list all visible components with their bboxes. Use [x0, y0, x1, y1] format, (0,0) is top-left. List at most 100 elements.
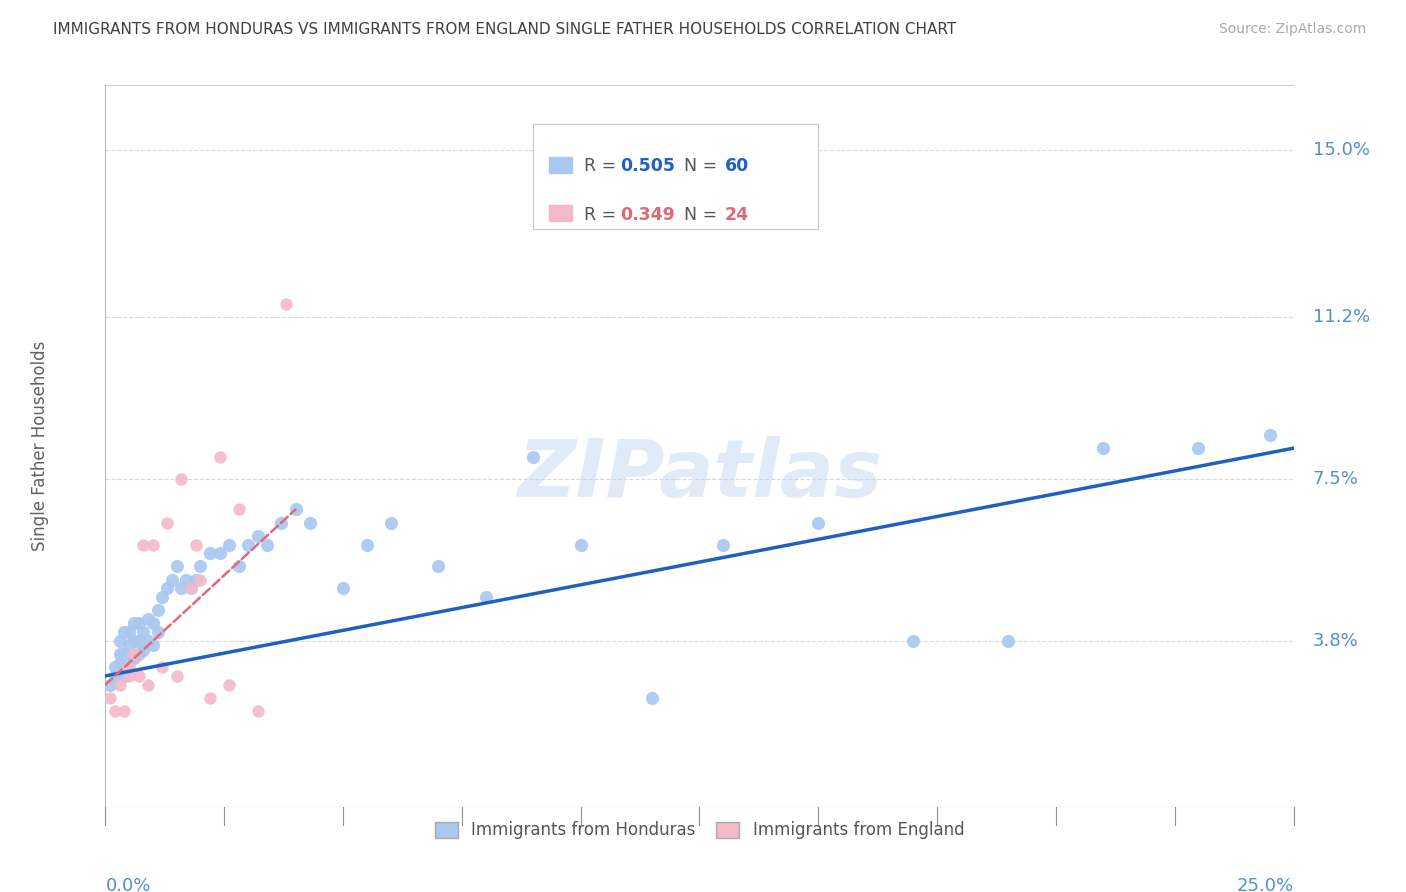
Text: 60: 60: [724, 157, 748, 176]
Point: [128, 669, 150, 683]
Point: [132, 642, 155, 657]
Text: 7.5%: 7.5%: [1313, 470, 1358, 488]
Point: [208, 546, 231, 560]
Point: [198, 546, 221, 560]
Point: [118, 638, 141, 652]
Point: [170, 582, 193, 596]
Point: [166, 559, 188, 574]
Legend: Immigrants from Honduras, Immigrants from England: Immigrants from Honduras, Immigrants fro…: [429, 814, 970, 846]
Point: [246, 704, 269, 718]
Point: [903, 633, 925, 648]
Point: [1092, 441, 1115, 455]
Point: [332, 582, 354, 596]
Text: R =: R =: [585, 157, 621, 176]
Text: Source: ZipAtlas.com: Source: ZipAtlas.com: [1219, 22, 1367, 37]
Point: [118, 669, 141, 683]
Point: [108, 656, 131, 670]
Point: [1187, 441, 1209, 455]
Point: [228, 502, 250, 516]
Text: N =: N =: [673, 205, 723, 224]
Point: [274, 296, 297, 310]
FancyBboxPatch shape: [548, 157, 572, 173]
Point: [114, 704, 136, 718]
Text: IMMIGRANTS FROM HONDURAS VS IMMIGRANTS FROM ENGLAND SINGLE FATHER HOUSEHOLDS COR: IMMIGRANTS FROM HONDURAS VS IMMIGRANTS F…: [53, 22, 956, 37]
Point: [132, 625, 155, 640]
Point: [569, 537, 592, 551]
Point: [118, 625, 141, 640]
FancyBboxPatch shape: [548, 205, 572, 221]
Point: [98, 690, 121, 705]
Point: [190, 559, 212, 574]
Text: 11.2%: 11.2%: [1313, 308, 1369, 326]
Text: 0.0%: 0.0%: [105, 878, 150, 892]
Text: 0.505: 0.505: [620, 157, 675, 176]
Point: [142, 638, 165, 652]
Point: [114, 669, 136, 683]
Point: [108, 678, 131, 692]
Point: [190, 573, 212, 587]
Point: [136, 633, 159, 648]
Point: [236, 537, 259, 551]
Point: [118, 660, 141, 674]
Point: [180, 582, 202, 596]
Point: [641, 690, 664, 705]
Point: [122, 651, 145, 665]
Point: [98, 678, 121, 692]
Point: [208, 450, 231, 464]
Point: [114, 625, 136, 640]
Point: [522, 450, 544, 464]
Point: [128, 616, 150, 631]
Text: N =: N =: [673, 157, 723, 176]
Point: [198, 690, 221, 705]
Point: [132, 537, 155, 551]
Point: [166, 669, 188, 683]
Point: [122, 633, 145, 648]
Point: [122, 647, 145, 661]
Point: [184, 573, 207, 587]
Point: [218, 678, 240, 692]
Point: [380, 516, 402, 530]
Point: [160, 573, 183, 587]
Point: [122, 616, 145, 631]
Point: [184, 537, 207, 551]
Point: [180, 582, 202, 596]
Point: [1258, 428, 1281, 442]
Point: [128, 633, 150, 648]
Point: [142, 537, 165, 551]
Point: [474, 590, 496, 604]
Point: [128, 647, 150, 661]
Point: [108, 647, 131, 661]
Text: R =: R =: [585, 205, 621, 224]
Point: [136, 678, 159, 692]
FancyBboxPatch shape: [533, 125, 818, 229]
Point: [228, 559, 250, 574]
Text: 24: 24: [724, 205, 748, 224]
Point: [246, 529, 269, 543]
Point: [118, 656, 141, 670]
Text: ZIPatlas: ZIPatlas: [517, 436, 882, 514]
Point: [427, 559, 450, 574]
Text: 3.8%: 3.8%: [1313, 632, 1358, 650]
Point: [807, 516, 830, 530]
Point: [356, 537, 378, 551]
Text: 15.0%: 15.0%: [1313, 142, 1369, 160]
Point: [104, 660, 127, 674]
Text: Single Father Households: Single Father Households: [31, 341, 49, 551]
Point: [156, 582, 179, 596]
Point: [270, 516, 292, 530]
Point: [104, 669, 127, 683]
Point: [152, 590, 174, 604]
Point: [108, 633, 131, 648]
Point: [136, 612, 159, 626]
Text: 0.349: 0.349: [620, 205, 675, 224]
Point: [284, 502, 307, 516]
Point: [156, 516, 179, 530]
Point: [711, 537, 734, 551]
Point: [174, 573, 197, 587]
Point: [256, 537, 278, 551]
Point: [104, 704, 127, 718]
Point: [298, 516, 321, 530]
Point: [142, 616, 165, 631]
Point: [218, 537, 240, 551]
Point: [146, 603, 169, 617]
